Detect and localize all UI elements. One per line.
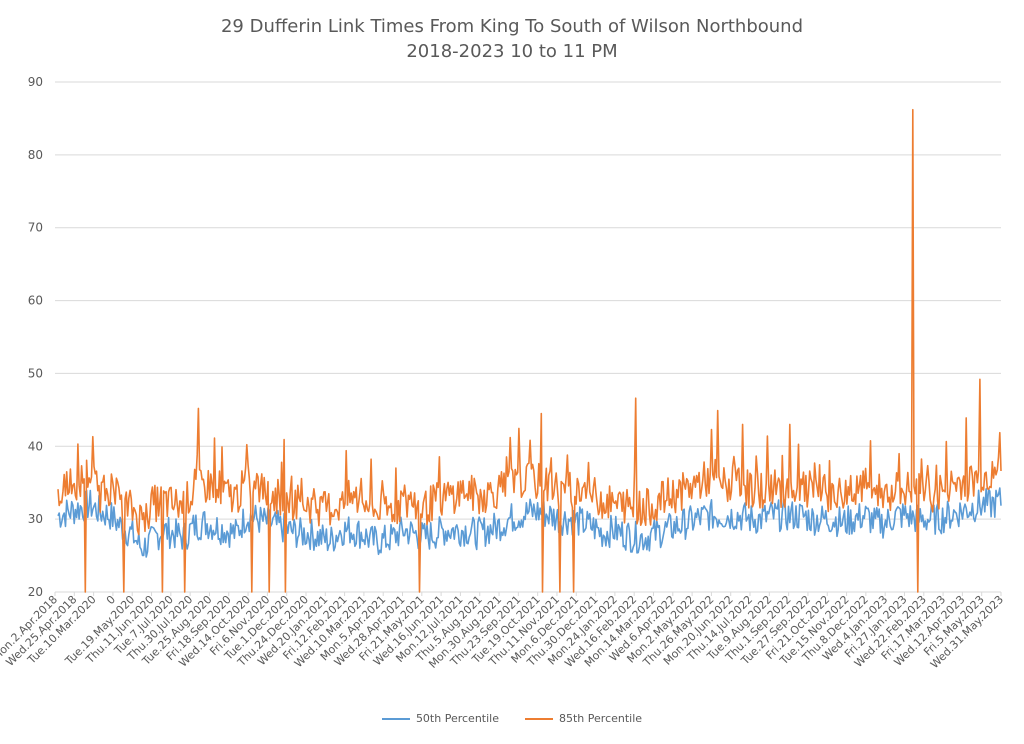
- legend-item-50th: 50th Percentile: [381, 712, 499, 725]
- legend-item-85th: 85th Percentile: [525, 712, 642, 725]
- y-axis-ticks: 20 30 40 50 60 70 80 90: [28, 75, 43, 599]
- legend-label-85th: 85th Percentile: [559, 712, 643, 725]
- legend-swatch-50th: [381, 717, 410, 720]
- legend-label-50th: 50th Percentile: [415, 712, 499, 725]
- x-axis-ticks: Mon.2.Apr.2018Wed.25.Apr.2018Tue.10.Mar.…: [0, 592, 1006, 671]
- series-line-50th: [57, 487, 1002, 558]
- y-tick-label: 20: [28, 585, 43, 599]
- y-tick-label: 70: [28, 221, 43, 235]
- series-lines: [57, 108, 1002, 593]
- y-tick-label: 90: [28, 75, 43, 89]
- y-tick-label: 50: [28, 366, 43, 380]
- y-tick-label: 30: [28, 512, 43, 526]
- chart-title-block: 29 Dufferin Link Times From King To Sout…: [0, 14, 1024, 64]
- chart-subtitle: 2018-2023 10 to 11 PM: [406, 41, 618, 62]
- legend-swatch-85th: [525, 717, 553, 720]
- chart-title: 29 Dufferin Link Times From King To Sout…: [220, 16, 804, 37]
- y-tick-label: 80: [28, 148, 43, 162]
- y-tick-label: 60: [28, 294, 43, 308]
- y-tick-label: 40: [28, 439, 43, 453]
- series-line-85th: [57, 108, 1002, 593]
- legend: 50th Percentile 85th Percentile: [0, 712, 1024, 725]
